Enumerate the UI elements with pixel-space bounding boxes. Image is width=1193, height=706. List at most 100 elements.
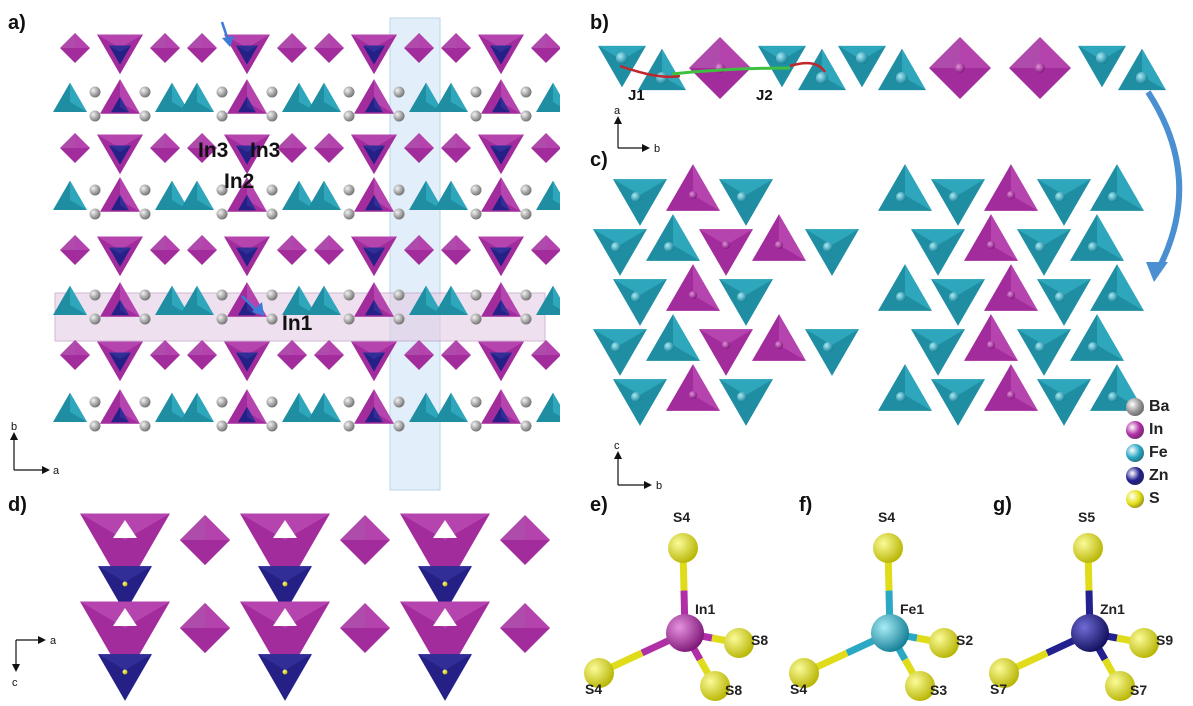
- legend-label-ba: Ba: [1149, 397, 1170, 415]
- in-up-a-3-1: [227, 177, 267, 212]
- in-octa-b-1-facet2: [689, 37, 720, 68]
- fe-atom-b-2-2: [816, 72, 828, 84]
- ba-a-7-3-1: [470, 396, 482, 408]
- in-octa-a-4-1: [187, 235, 217, 265]
- axis-b-horizontal-head: [642, 144, 650, 152]
- in-atom-c-1-3: [775, 241, 783, 249]
- fe-tri-c-4-8-face: [1037, 379, 1091, 426]
- in-tri-c-3-2-facet: [699, 329, 753, 345]
- zn-tri-a-6-0-facet: [109, 352, 131, 359]
- in-octa-a2-6-3: [531, 340, 560, 370]
- zn-tri-a-0-1: [236, 45, 258, 65]
- in-octa-a2-4-2-facet: [419, 235, 434, 250]
- in-octa-a2-2-2-facet: [419, 133, 434, 148]
- fe-tri-b-3-2-facet: [902, 48, 926, 91]
- s-atom-e-left: [584, 658, 614, 688]
- zn-up-a-7-0: [111, 406, 129, 423]
- in-up-a-7-0-facet: [120, 389, 140, 424]
- in-octa-a2-0-0-facet: [165, 33, 180, 48]
- in-octa-a-6-2-facet2: [314, 340, 329, 355]
- fe-atom-b-3-1: [856, 52, 868, 64]
- label-e-bottom: S8: [725, 682, 742, 698]
- zn-tri-a-6-2-face: [363, 352, 385, 372]
- in-big-d-1-1-face: [240, 601, 330, 680]
- ba-a-3-1-1: [216, 184, 228, 196]
- in-octa-a2-4-0-facet: [165, 235, 180, 250]
- in-octa-a2-4-1-facet2: [277, 235, 292, 250]
- in-octa-d-1-3-facet2: [500, 603, 525, 628]
- zn-tri-a-2-2-facet: [363, 145, 385, 152]
- in-up-a-5-2: [354, 282, 394, 317]
- in-tri-c-0-7: [984, 164, 1038, 211]
- fe-tri-a-5-3: [434, 285, 468, 316]
- fe-atom-c-4-5: [896, 392, 906, 402]
- in-up-a-1-2-facet: [374, 79, 394, 114]
- ba-a-5-3-1: [470, 289, 482, 301]
- zn-tri-d-1-1: [258, 654, 312, 701]
- zn-tri-a-4-3-facet: [490, 247, 512, 254]
- zn-up-a-7-3-facet: [501, 406, 510, 423]
- in-octa-a-6-0: [60, 340, 90, 370]
- in-octa-a2-2-1: [277, 133, 307, 163]
- fe-tri-c-2-2: [719, 279, 773, 326]
- in-octa-d-0-3: [500, 515, 550, 565]
- panel-e: S4 S4 S8 S8 In1 e): [580, 490, 785, 706]
- in-octa-a-4-2-facet2: [314, 235, 329, 250]
- label-g-bottom: S7: [1130, 682, 1147, 698]
- s-atom-f-right: [929, 628, 959, 658]
- in-up-a-5-2-facet: [374, 282, 394, 317]
- panel-d-label: d): [8, 494, 27, 516]
- label-j1: J1: [628, 87, 645, 104]
- in-octa-a-2-1: [187, 133, 217, 163]
- fe-atom-c-3-9: [1088, 342, 1098, 352]
- fe-tri-c-1-8-face: [1017, 229, 1071, 276]
- in-octa-a-2-3-facet: [456, 133, 471, 148]
- fe-tri-c-1-1: [646, 214, 700, 261]
- in-octa-a-2-3: [441, 133, 471, 163]
- fe-tri-c-3-0-facet: [593, 329, 647, 345]
- fe-tri-a-1-1-facet: [197, 82, 214, 113]
- in-octa-a2-6-0-facet2: [150, 340, 165, 355]
- in-octa-a2-6-1: [277, 340, 307, 370]
- axis-a-a-label: a: [53, 465, 60, 477]
- zn-tri-a-6-2-facet: [363, 352, 385, 359]
- in-octa-a-6-2-facet: [329, 340, 344, 355]
- panel-a-label: a): [8, 12, 26, 34]
- fe-atom-c-3-6: [929, 342, 939, 352]
- zn1-coordination: S5 S7 S9 S7 Zn1: [989, 509, 1173, 701]
- axis-d-horizontal-head: [38, 636, 46, 644]
- zn-tri-a-0-1-facet: [236, 45, 258, 52]
- in-tri-c-2-1-facet: [693, 264, 720, 311]
- ba-a-3-2-4: [393, 208, 405, 220]
- fe-tri-c-4-6-face: [931, 379, 985, 426]
- in-octa-a2-6-2-facet: [419, 340, 434, 355]
- ba-a-5-1-1: [216, 289, 228, 301]
- ba-a-3-3-3: [470, 208, 482, 220]
- fe-atom-c-2-0: [631, 292, 641, 302]
- legend-label-in: In: [1149, 420, 1164, 438]
- in-octa-b-4-facet2: [929, 37, 960, 68]
- in-tri-c-4-7: [984, 364, 1038, 411]
- fe-tri-c-1-6-facet: [911, 229, 965, 245]
- fe-tri-a-5-1: [180, 285, 214, 316]
- fe-tri-c-4-0-face: [613, 379, 667, 426]
- in-octa-a-6-1-facet2: [187, 340, 202, 355]
- fe-tri-c-1-4: [805, 229, 859, 276]
- fe-tri-c-0-5: [878, 164, 932, 211]
- fe-tri-a-1-0: [53, 82, 87, 113]
- in-octa-d-0-1: [180, 515, 230, 565]
- fe-tri-a-3-2: [307, 180, 341, 211]
- zn-tri-a-2-3: [490, 145, 512, 165]
- legend-item-in: In: [1126, 418, 1192, 441]
- legend-item-ba: Ba: [1126, 395, 1192, 418]
- in-octa-a-4-0: [60, 235, 90, 265]
- in-tri-c-1-2-facet: [699, 229, 753, 245]
- ba-a-1-3-4: [520, 110, 532, 122]
- fe-tri-c-3-9: [1070, 314, 1124, 361]
- label-j2: J2: [756, 87, 773, 104]
- ba-a-7-2-2: [393, 396, 405, 408]
- fe-tri-c-4-2-face: [719, 379, 773, 426]
- atom-d-1-1: [282, 669, 288, 675]
- in-octa-a-4-0-facet2: [60, 235, 75, 250]
- zn-tri-a-4-3-face: [490, 247, 512, 267]
